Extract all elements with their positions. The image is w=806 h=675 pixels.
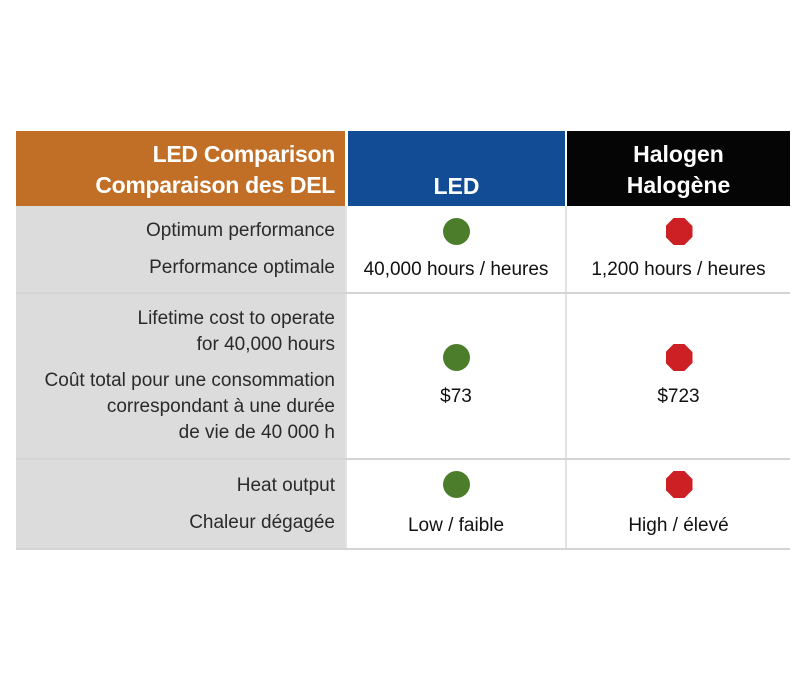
- header-led-cell: LED: [345, 131, 565, 206]
- row-label-fr: Chaleur dégagée: [189, 512, 335, 533]
- row-label-cell: Lifetime cost to operate for 40,000 hour…: [16, 294, 345, 458]
- row-label-en: Heat output: [236, 475, 335, 496]
- header-title-en: LED Comparison: [152, 141, 336, 167]
- header-label-cell: LED Comparison Comparaison des DEL: [16, 131, 345, 206]
- table-row: Heat output Chaleur dégagée Low / faible…: [16, 460, 790, 550]
- row-label-fr: de vie de 40 000 h: [178, 422, 335, 443]
- row-label-en: Lifetime cost to operate: [137, 308, 336, 329]
- header-title-fr: Comparaison des DEL: [95, 172, 335, 198]
- led-value: $73: [440, 386, 472, 407]
- halogen-value: High / élevé: [628, 515, 729, 536]
- red-octagon-icon: [665, 344, 693, 371]
- red-octagon-icon: [665, 218, 693, 245]
- halogen-value: $723: [657, 386, 700, 407]
- led-cell: $73: [345, 294, 565, 458]
- halogen-cell: High / élevé: [565, 460, 790, 548]
- header-led-label: LED: [433, 173, 480, 199]
- row-label-fr: Coût total pour une consommation: [44, 370, 335, 391]
- table-row: Lifetime cost to operate for 40,000 hour…: [16, 294, 790, 460]
- row-label-cell: Optimum performance Performance optimale: [16, 206, 345, 292]
- row-label-cell: Heat output Chaleur dégagée: [16, 460, 345, 548]
- halogen-value: 1,200 hours / heures: [591, 259, 766, 280]
- table-row: Optimum performance Performance optimale…: [16, 206, 790, 294]
- header-halogen-en: Halogen: [633, 141, 724, 167]
- row-label-en: for 40,000 hours: [196, 334, 335, 355]
- row-label-en: Optimum performance: [145, 220, 335, 241]
- led-cell: 40,000 hours / heures: [345, 206, 565, 292]
- led-value: Low / faible: [407, 515, 505, 536]
- green-circle-icon: [443, 471, 470, 498]
- comparison-table: LED Comparison Comparaison des DEL LED H…: [16, 131, 790, 550]
- red-octagon-icon: [665, 471, 693, 498]
- green-circle-icon: [443, 218, 470, 245]
- halogen-cell: $723: [565, 294, 790, 458]
- led-cell: Low / faible: [345, 460, 565, 548]
- halogen-cell: 1,200 hours / heures: [565, 206, 790, 292]
- row-label-fr: correspondant à une durée: [106, 396, 335, 417]
- green-circle-icon: [443, 344, 470, 371]
- row-label-fr: Performance optimale: [149, 257, 335, 278]
- header-halogen-cell: Halogen Halogène: [565, 131, 790, 206]
- header-halogen-fr: Halogène: [626, 172, 731, 198]
- header-row: LED Comparison Comparaison des DEL LED H…: [16, 131, 790, 206]
- led-value: 40,000 hours / heures: [363, 259, 549, 280]
